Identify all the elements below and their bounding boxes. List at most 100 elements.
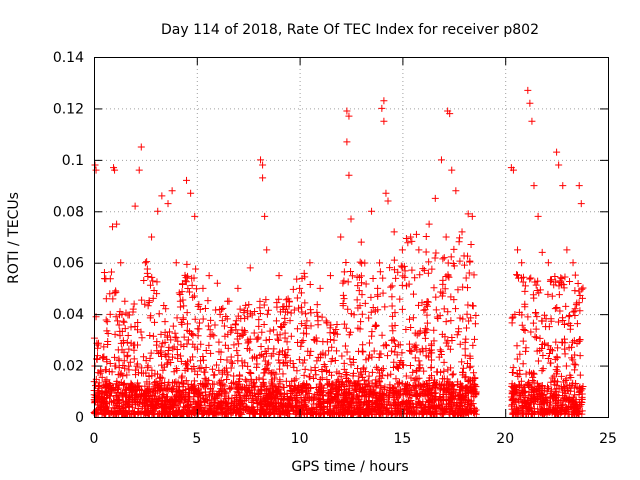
data-point [513, 355, 521, 363]
data-point [301, 365, 309, 373]
data-point [529, 319, 537, 327]
x-tick-label: 5 [192, 431, 201, 447]
data-point [528, 409, 536, 417]
data-point [189, 331, 197, 339]
data-point [115, 321, 123, 329]
data-point [530, 398, 538, 406]
data-point [518, 259, 526, 267]
data-point [146, 331, 154, 339]
data-point [175, 389, 183, 397]
data-point [416, 271, 424, 279]
data-point [133, 362, 141, 370]
data-point [253, 400, 261, 408]
data-point [306, 352, 314, 360]
data-point [98, 402, 106, 410]
data-point [550, 281, 558, 289]
data-point [123, 371, 131, 379]
data-point [553, 303, 561, 311]
data-point [288, 388, 296, 396]
data-point [298, 275, 306, 283]
data-point [180, 302, 188, 310]
data-point [195, 390, 203, 398]
data-point [310, 374, 318, 382]
data-point [243, 377, 251, 385]
data-point [213, 403, 221, 411]
data-point [544, 290, 552, 298]
data-point [179, 409, 187, 417]
data-point [124, 331, 132, 339]
data-point [453, 331, 461, 339]
data-point [106, 310, 114, 318]
data-point [470, 369, 478, 377]
data-point [412, 400, 420, 408]
data-point [184, 272, 192, 280]
data-point [521, 327, 529, 335]
data-point [260, 320, 268, 328]
data-point [433, 410, 441, 418]
data-point [246, 346, 254, 354]
data-point [425, 258, 433, 266]
data-point [102, 409, 110, 417]
data-point [541, 339, 549, 347]
data-point [245, 381, 253, 389]
data-point [325, 347, 333, 355]
data-point [515, 383, 523, 391]
data-point [234, 351, 242, 359]
data-point [295, 356, 303, 364]
data-point [186, 288, 194, 296]
data-point [117, 407, 125, 415]
data-point [284, 394, 292, 402]
data-point [215, 338, 223, 346]
data-point [194, 325, 202, 333]
data-point [406, 315, 414, 323]
data-point [374, 365, 382, 373]
data-point [339, 396, 347, 404]
data-point [286, 381, 294, 389]
data-point [112, 383, 120, 391]
data-point [188, 274, 196, 282]
data-point [265, 336, 273, 344]
data-point [138, 296, 146, 304]
data-point [357, 318, 365, 326]
data-point [371, 410, 379, 418]
data-point [196, 389, 204, 397]
data-point [146, 281, 154, 289]
data-point [97, 395, 105, 403]
data-point [268, 380, 276, 388]
data-point [132, 371, 140, 379]
data-point [193, 371, 201, 379]
data-point [389, 400, 397, 408]
data-point [307, 366, 315, 374]
data-point [313, 357, 321, 365]
data-point [380, 400, 388, 408]
data-point [551, 381, 559, 389]
data-point [420, 266, 428, 274]
data-point [134, 319, 142, 327]
data-point [293, 325, 301, 333]
data-point [333, 320, 341, 328]
data-point [141, 259, 149, 267]
data-point [456, 314, 464, 322]
data-point [297, 393, 305, 401]
data-point [288, 395, 296, 403]
data-point [345, 171, 353, 179]
data-point [145, 297, 153, 305]
data-point [335, 382, 343, 390]
data-point [163, 410, 171, 418]
data-point [273, 299, 281, 307]
data-point [247, 370, 255, 378]
data-point [555, 291, 563, 299]
data-point [215, 348, 223, 356]
data-point [542, 394, 550, 402]
x-tick-label: 10 [291, 431, 309, 447]
data-point [238, 385, 246, 393]
data-point [392, 392, 400, 400]
data-point [315, 394, 323, 402]
data-point [461, 351, 469, 359]
data-point [508, 314, 516, 322]
data-point [306, 373, 314, 381]
data-point [374, 284, 382, 292]
data-point [413, 331, 421, 339]
data-point [447, 253, 455, 261]
data-point [542, 323, 550, 331]
